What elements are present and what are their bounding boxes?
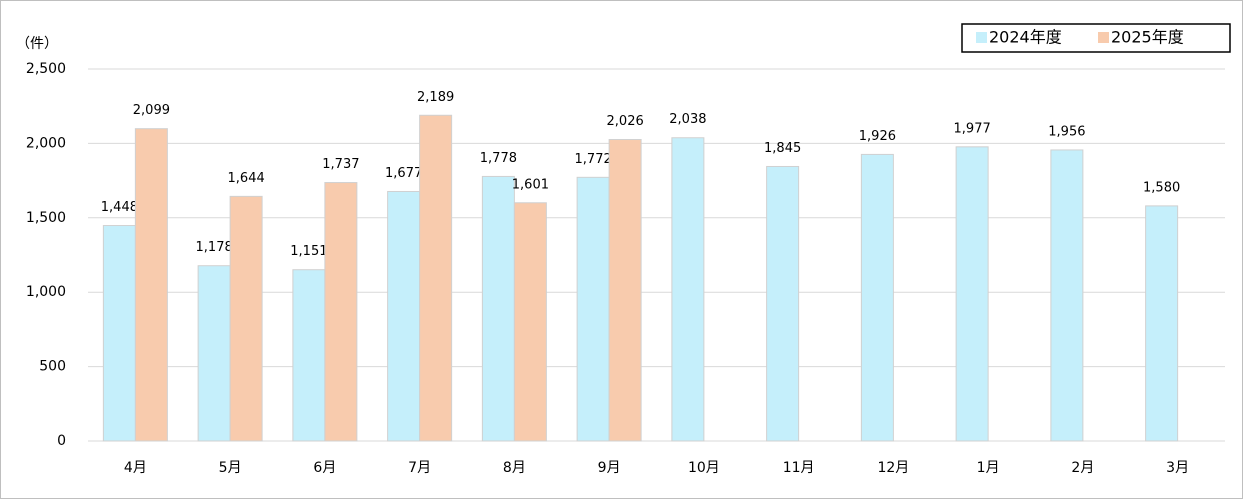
value-label: 1,956 <box>1048 124 1085 139</box>
x-tick-label: 10月 <box>688 460 720 476</box>
bar <box>481 175 515 442</box>
legend-swatch <box>1098 32 1109 43</box>
bar <box>229 195 263 442</box>
bar <box>860 153 894 442</box>
legend-label: 2024年度 <box>989 28 1062 47</box>
value-label: 1,677 <box>385 166 422 181</box>
bar <box>324 182 358 442</box>
value-label: 1,977 <box>954 121 991 136</box>
y-tick-label: 1,000 <box>26 284 66 300</box>
value-label: 1,178 <box>196 240 233 255</box>
bar <box>955 146 989 442</box>
x-tick-label: 9月 <box>598 460 621 476</box>
x-tick-label: 5月 <box>219 460 242 476</box>
y-tick-label: 2,500 <box>26 61 66 77</box>
value-label: 1,778 <box>480 151 517 166</box>
value-label: 1,845 <box>764 141 801 156</box>
y-tick-label: 500 <box>39 359 66 375</box>
y-tick-label: 1,500 <box>26 210 66 226</box>
x-tick-label: 12月 <box>877 460 909 476</box>
bar <box>1145 205 1179 442</box>
x-tick-label: 3月 <box>1166 460 1189 476</box>
legend-swatch <box>976 32 987 43</box>
bar <box>102 225 136 442</box>
x-tick-label: 7月 <box>408 460 431 476</box>
bar <box>513 202 547 442</box>
value-label: 2,038 <box>669 112 706 127</box>
value-label: 1,737 <box>322 157 359 172</box>
bar <box>766 165 800 442</box>
value-label: 1,151 <box>290 244 327 259</box>
bar <box>671 137 705 442</box>
y-tick-label: 0 <box>57 433 66 449</box>
y-tick-label: 2,000 <box>26 135 66 151</box>
x-tick-label: 11月 <box>783 460 815 476</box>
bar <box>419 114 453 442</box>
bar <box>197 265 231 442</box>
x-tick-label: 6月 <box>313 460 336 476</box>
bar <box>134 128 168 442</box>
x-tick-label: 4月 <box>124 460 147 476</box>
unit-label: （件） <box>16 36 58 52</box>
x-tick-label: 1月 <box>977 460 1000 476</box>
legend-box <box>961 23 1231 53</box>
value-label: 1,580 <box>1143 180 1180 195</box>
x-tick-label: 8月 <box>503 460 526 476</box>
value-label: 2,026 <box>607 114 644 129</box>
value-label: 2,099 <box>133 103 170 118</box>
bar <box>1050 149 1084 442</box>
value-label: 1,772 <box>575 152 612 167</box>
bar <box>387 190 421 442</box>
value-label: 1,601 <box>512 177 549 192</box>
legend-label: 2025年度 <box>1111 28 1184 47</box>
bar <box>292 269 326 442</box>
value-label: 1,448 <box>101 200 138 215</box>
value-label: 1,644 <box>228 171 265 186</box>
bar <box>576 176 610 442</box>
value-label: 2,189 <box>417 90 454 105</box>
value-label: 1,926 <box>859 129 896 144</box>
bar <box>608 139 642 442</box>
x-tick-label: 2月 <box>1071 460 1094 476</box>
